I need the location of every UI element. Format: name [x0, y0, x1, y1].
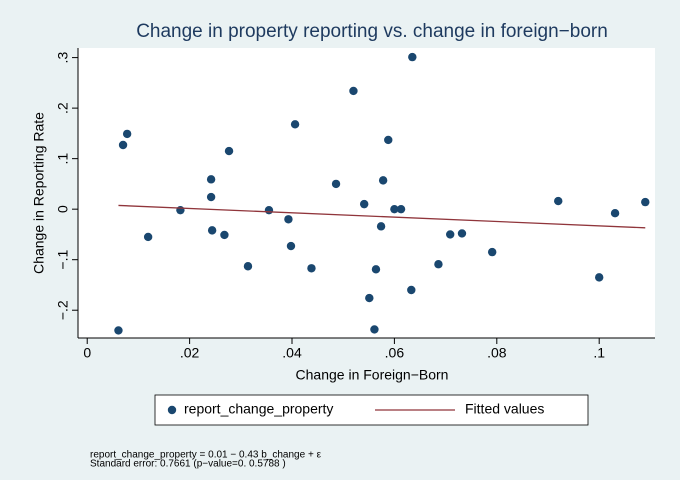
- x-tick-label: .02: [180, 345, 200, 361]
- point: [206, 175, 216, 184]
- point: [641, 197, 650, 207]
- point: [122, 129, 132, 139]
- point: [207, 226, 217, 235]
- point: [384, 135, 393, 145]
- point: [359, 199, 369, 209]
- point: [376, 222, 386, 231]
- x-tick-label: 0: [83, 345, 91, 361]
- point: [349, 86, 358, 96]
- note: report_change_property = 0.01 − 0.43 b_c…: [90, 450, 322, 461]
- y-tick-label: −.1: [55, 250, 71, 270]
- point: [286, 241, 296, 251]
- point: [408, 52, 417, 62]
- point: [220, 230, 229, 240]
- point: [407, 285, 416, 295]
- point: [224, 146, 234, 156]
- point: [206, 192, 216, 202]
- point: [365, 293, 374, 303]
- point: [176, 205, 185, 215]
- point: [370, 325, 379, 334]
- point: [390, 204, 399, 214]
- x-axis-title: Change in Foreign−Born: [296, 367, 449, 383]
- point: [264, 205, 274, 215]
- legend-label: report_change_property: [184, 401, 333, 417]
- x-tick-label: .08: [487, 345, 507, 361]
- point: [284, 215, 293, 224]
- point: [114, 326, 123, 335]
- point: [446, 230, 455, 239]
- point: [594, 273, 604, 282]
- y-tick-label: .3: [55, 52, 71, 64]
- y-tick-label: −.2: [55, 300, 71, 320]
- point: [371, 265, 381, 274]
- point: [378, 176, 388, 185]
- point: [610, 209, 620, 218]
- fitted-line: [118, 204, 646, 229]
- point: [118, 140, 128, 150]
- point: [396, 204, 406, 214]
- point: [554, 196, 563, 206]
- x-tick-label: .04: [282, 345, 302, 361]
- point: [487, 247, 497, 257]
- point: [307, 264, 316, 273]
- point: [434, 260, 443, 269]
- x-tick-label: .1: [593, 345, 605, 361]
- legend: [154, 394, 589, 426]
- legend-label: Fitted values: [465, 401, 544, 417]
- plot-area: [78, 48, 655, 338]
- note: Standard error: 0.7661 (p−value=0. 0.578…: [90, 459, 286, 470]
- point: [143, 232, 153, 242]
- y-tick-label: .2: [55, 102, 71, 114]
- y-tick-label: 0: [55, 205, 71, 213]
- point: [331, 179, 341, 189]
- x-tick-label: .06: [385, 345, 405, 361]
- chart-title: Change in property reporting vs. change …: [136, 21, 608, 42]
- legend-swatch: [167, 405, 177, 415]
- point: [243, 262, 253, 271]
- y-tick-label: .1: [55, 153, 71, 165]
- point: [290, 120, 300, 129]
- point: [457, 229, 467, 238]
- y-axis-title: Change in Reporting Rate: [31, 112, 47, 274]
